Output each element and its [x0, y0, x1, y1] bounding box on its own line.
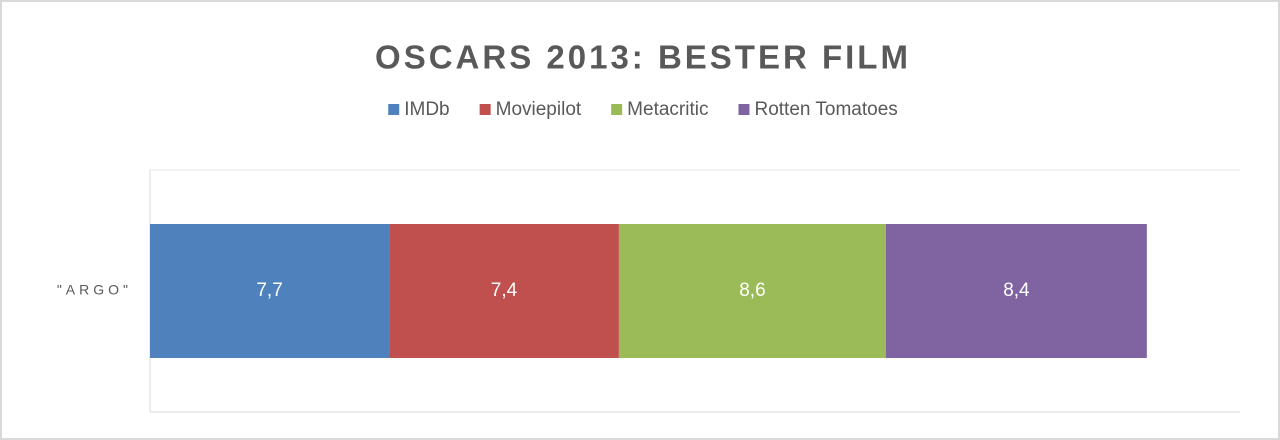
bar-segment: [389, 224, 619, 358]
legend-label: Metacritic: [627, 99, 708, 120]
legend-item: Metacritic: [611, 99, 708, 120]
y-tick-label: "ARGO": [57, 282, 132, 298]
bar-segment: [150, 224, 390, 358]
legend: IMDb Moviepilot Metacritic Rotten Tomatoes: [388, 99, 898, 120]
legend-label: Rotten Tomatoes: [754, 99, 897, 120]
legend-item: IMDb: [388, 99, 450, 120]
legend-label: IMDb: [404, 99, 449, 120]
legend-swatch: [479, 104, 491, 115]
legend-label: Moviepilot: [496, 99, 582, 120]
data-label: 8,6: [739, 280, 765, 301]
data-label: 7,4: [491, 280, 518, 301]
data-label: 7,7: [256, 280, 282, 301]
data-label: 8,4: [1003, 280, 1030, 301]
legend-swatch: [738, 104, 750, 115]
bar-segment: [618, 224, 886, 358]
legend-item: Rotten Tomatoes: [738, 99, 898, 120]
legend-swatch: [388, 104, 400, 115]
legend-swatch: [611, 104, 623, 115]
legend-item: Moviepilot: [479, 99, 582, 120]
bar-segment: [885, 224, 1147, 358]
chart-title: OSCARS 2013: BESTER FILM: [375, 39, 911, 76]
